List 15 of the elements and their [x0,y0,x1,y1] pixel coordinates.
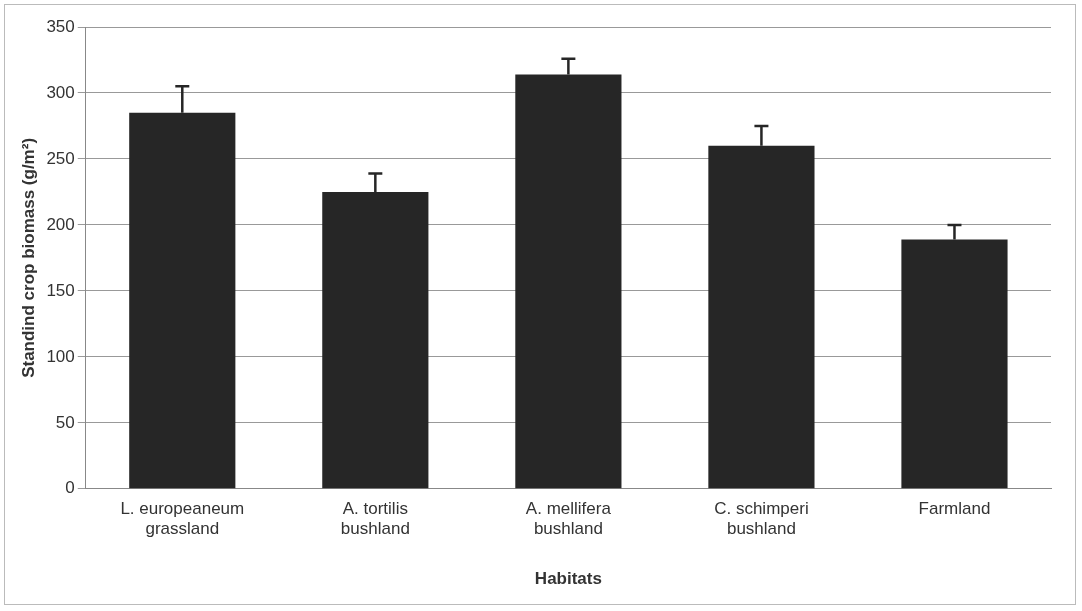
x-tick-label: C. schimperi bushland [714,498,809,539]
x-tick-label: L. europeaneum grassland [120,498,245,539]
y-tick-label: 50 [55,412,75,432]
x-tick-label: Farmland [918,498,991,518]
x-tick-label: A. mellifera bushland [525,498,612,539]
y-tick-label: 350 [46,16,75,36]
y-tick-label: 300 [46,82,75,102]
y-tick-label: 0 [65,478,75,498]
y-tick-label: 200 [46,214,75,234]
y-axis-title: Standind crop biomass (g/m²) [18,137,38,378]
y-tick-label: 250 [46,148,75,168]
x-tick-label: A. tortilis bushland [340,498,410,539]
y-tick-label: 100 [46,346,75,366]
y-tick-label: 150 [46,280,75,300]
x-axis-title: Habitats [534,569,602,589]
